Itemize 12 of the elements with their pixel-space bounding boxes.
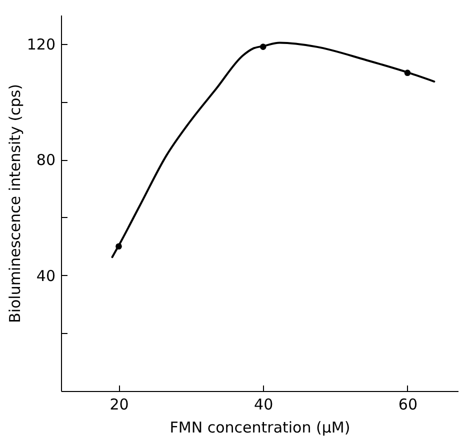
- point: [404, 70, 411, 76]
- x-tick-label: 60: [398, 396, 418, 414]
- x-tick-label: 20: [110, 396, 129, 414]
- y-tick-label: 40: [36, 266, 56, 285]
- y-axis-title: Bioluminescence intensity (cps): [6, 84, 24, 323]
- y-tick-label: 120: [26, 35, 56, 54]
- line-series: [111, 42, 436, 258]
- point: [260, 44, 266, 50]
- x-tick-label: 40: [254, 396, 274, 414]
- point: [116, 243, 122, 250]
- x-axis-title: FMN concentration (μM): [170, 418, 350, 436]
- y-tick-label: 80: [36, 151, 56, 170]
